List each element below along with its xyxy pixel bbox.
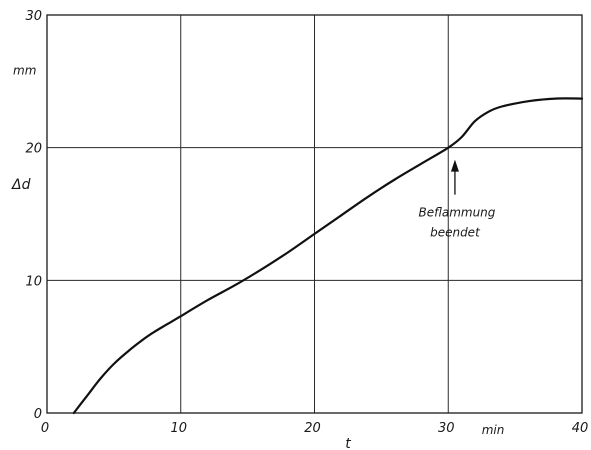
tick-labels: 0 10 20 30 40 0 10 20 30: [25, 9, 588, 436]
x-tick-label-30: 30: [438, 421, 455, 436]
y-axis-label: Δd: [11, 177, 31, 193]
x-tick-label-0: 0: [41, 421, 49, 436]
annotation-text-line1: Beflammung: [418, 206, 495, 220]
annotation-text-line2: beendet: [430, 226, 481, 240]
y-tick-label-30: 30: [25, 9, 42, 24]
series-line: [72, 97, 584, 415]
y-tick-label-0: 0: [34, 407, 42, 422]
x-axis-label: t: [345, 436, 351, 450]
y-tick-label-20: 20: [25, 142, 42, 157]
x-tick-label-40: 40: [572, 421, 589, 436]
plot-frame: [46, 14, 583, 414]
x-axis-unit: min: [482, 423, 505, 437]
x-tick-label-10: 10: [170, 421, 187, 436]
x-tick-label-20: 20: [304, 421, 321, 436]
y-tick-label-10: 10: [25, 274, 42, 289]
grid: [47, 15, 582, 413]
y-axis-unit: mm: [13, 64, 36, 78]
annotation: Beflammung beendet: [418, 159, 496, 240]
annotation-arrowhead: [450, 159, 459, 172]
